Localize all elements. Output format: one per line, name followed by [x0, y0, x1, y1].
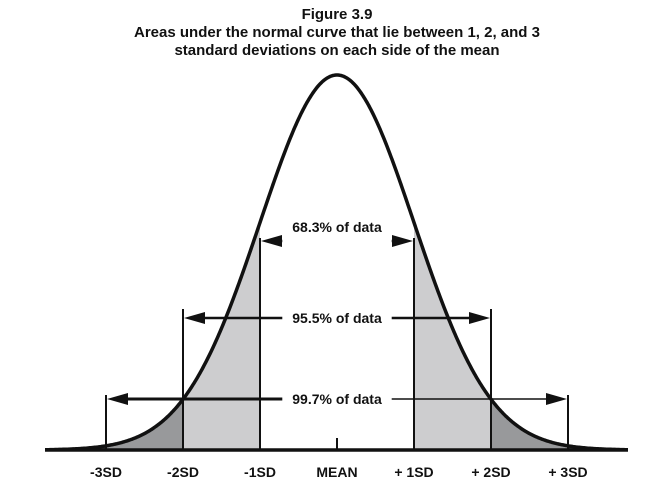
- tick-label: -2SD: [167, 464, 199, 480]
- area-plus2-to-plus3: [491, 399, 568, 450]
- normal-curve: [45, 73, 628, 452]
- tick-label: + 1SD: [394, 464, 433, 480]
- figure-title-line-2: standard deviations on each side of the …: [174, 42, 500, 59]
- range-label-1sd: 68.3% of data: [292, 219, 382, 235]
- arrowhead-left: [107, 393, 128, 405]
- figure-number: Figure 3.9: [301, 6, 373, 23]
- tick-label: MEAN: [316, 464, 357, 480]
- tick-label: + 2SD: [471, 464, 510, 480]
- tick-label: + 3SD: [548, 464, 587, 480]
- range-label-3sd: 99.7% of data: [292, 391, 382, 407]
- arrowhead-right: [469, 312, 490, 324]
- arrowhead-right: [546, 393, 567, 405]
- arrowhead-left: [261, 235, 282, 247]
- area-minus3-to-minus2: [106, 399, 183, 450]
- arrowhead-right: [392, 235, 413, 247]
- tick-label: -1SD: [244, 464, 276, 480]
- arrowhead-left: [184, 312, 205, 324]
- tick-label: -3SD: [90, 464, 122, 480]
- range-label-2sd: 95.5% of data: [292, 310, 382, 326]
- figure-title-line-1: Areas under the normal curve that lie be…: [134, 24, 540, 41]
